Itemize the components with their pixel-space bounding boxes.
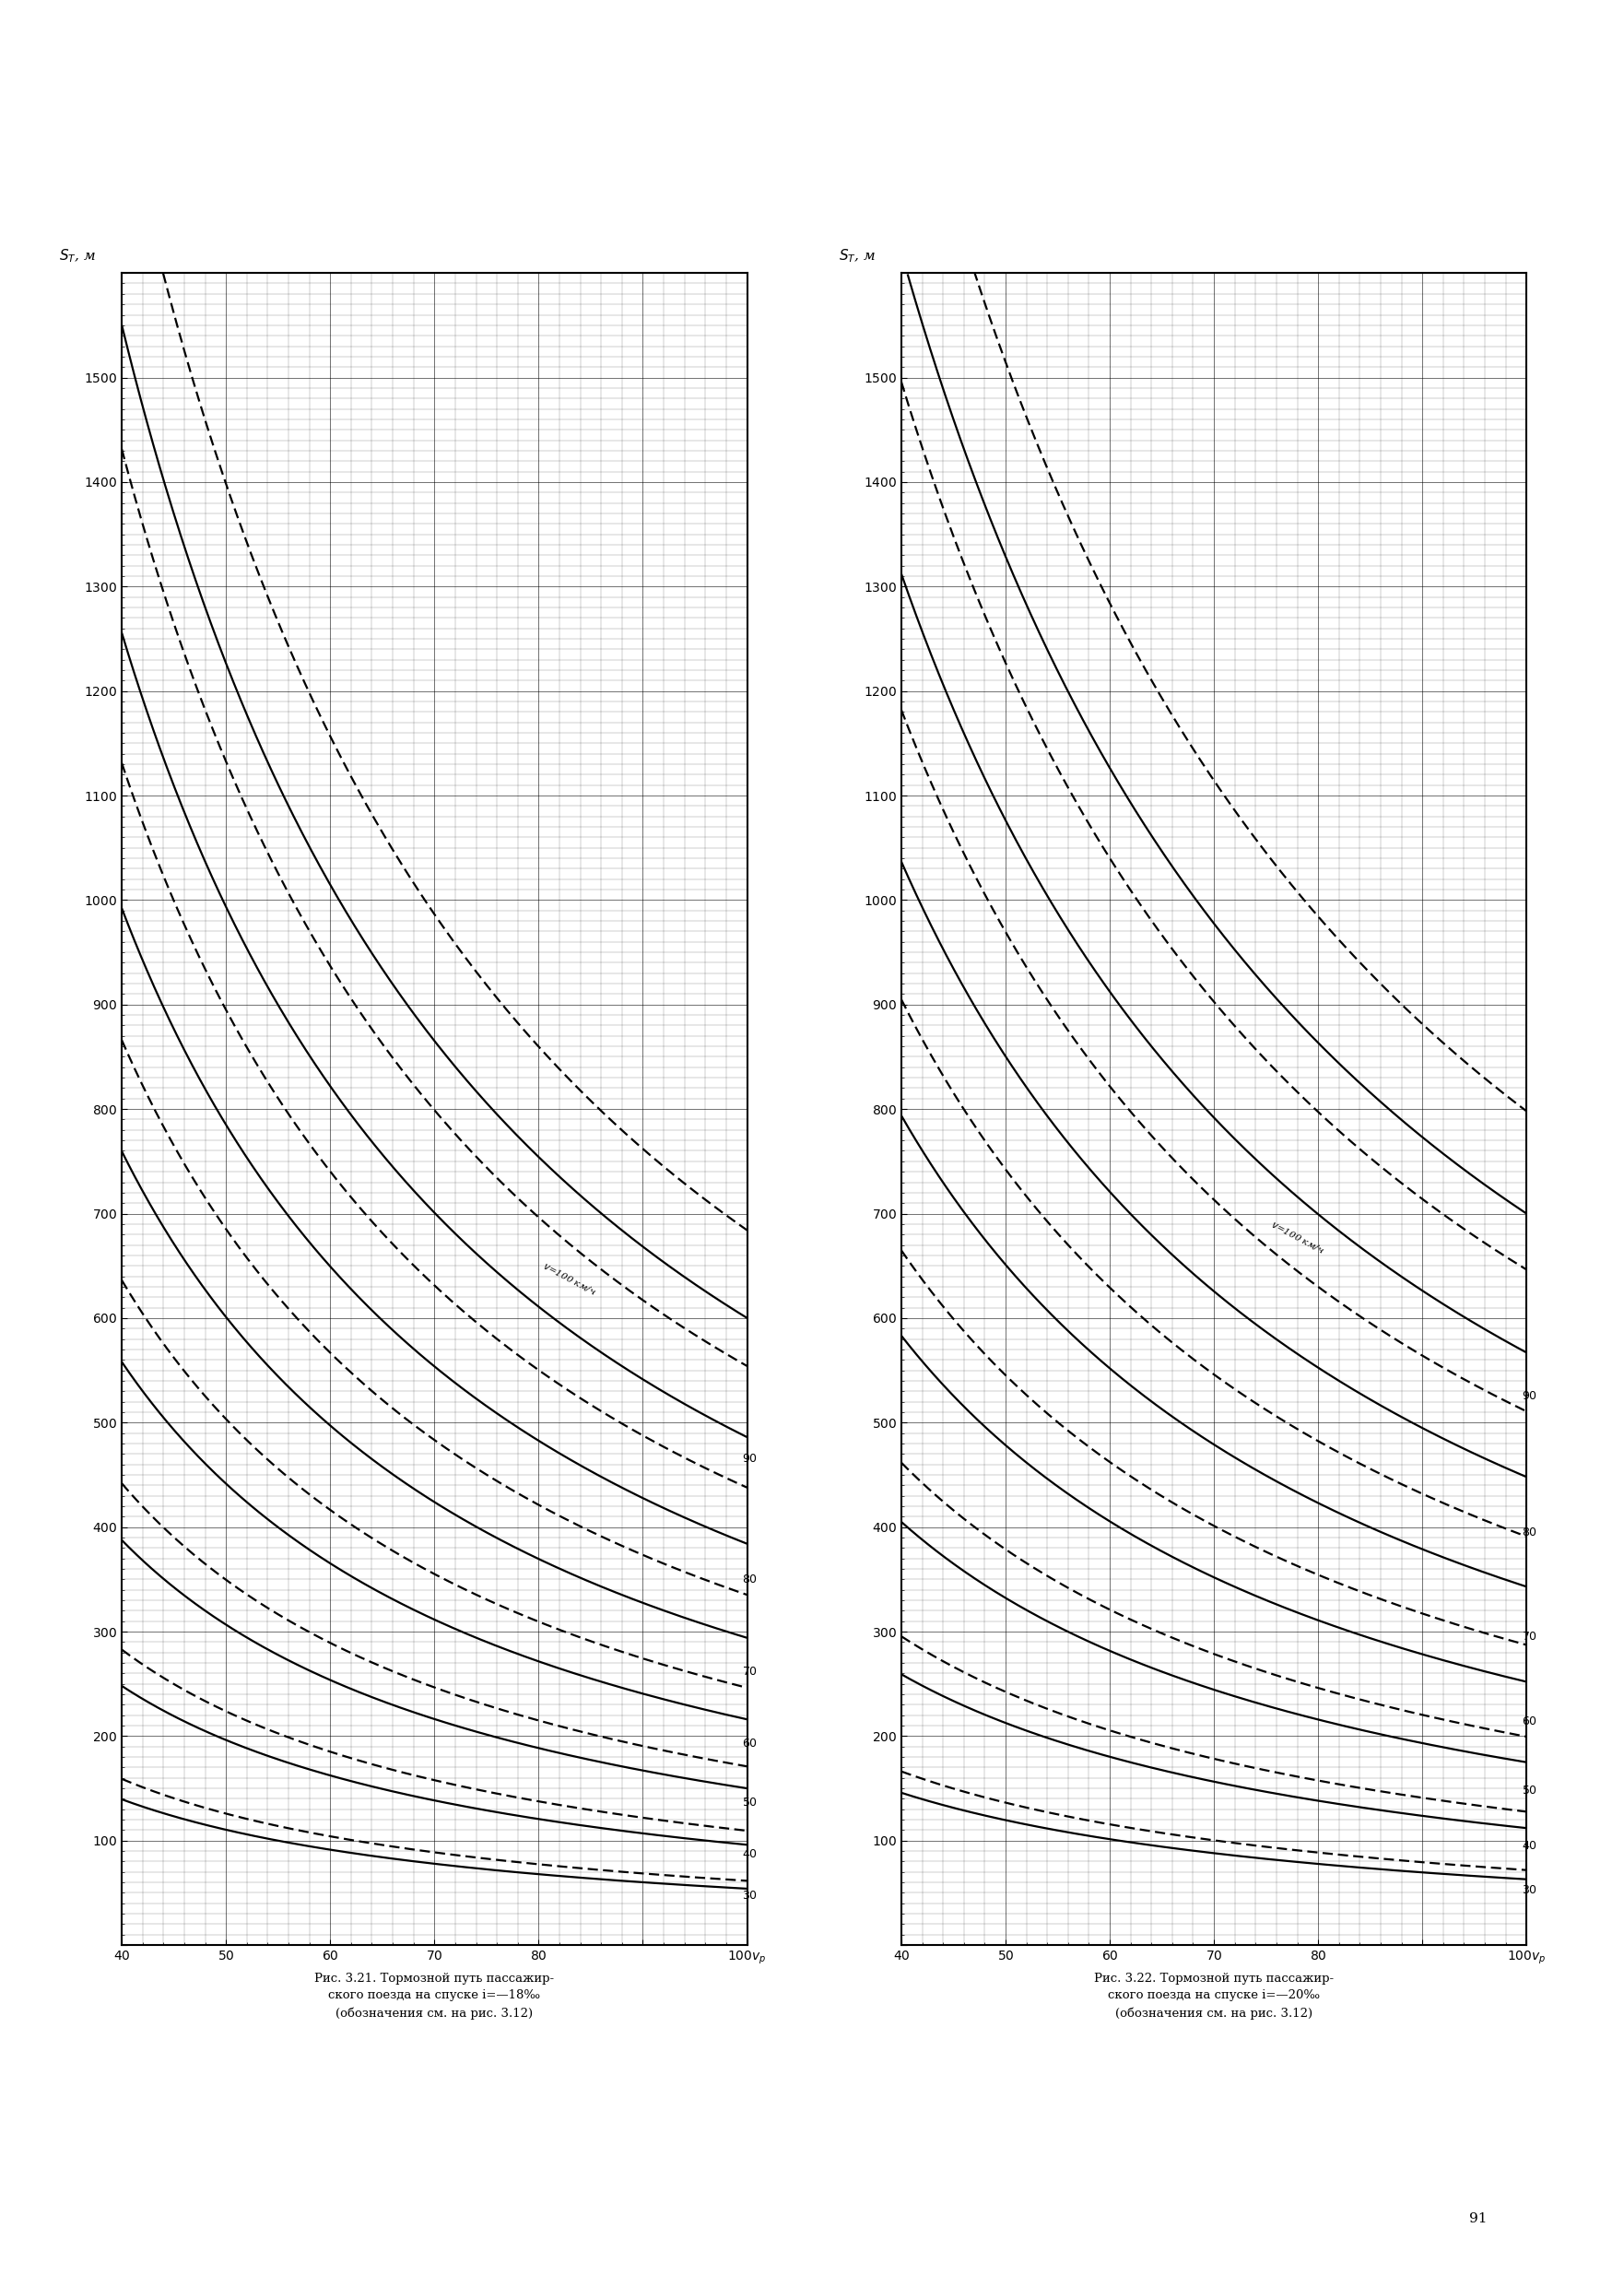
Text: $\mathit{S_T}$, м: $\mathit{S_T}$, м	[58, 248, 96, 264]
Text: $\mathit{60}$: $\mathit{60}$	[742, 1738, 757, 1749]
Text: $\mathit{S_T}$, м: $\mathit{S_T}$, м	[840, 248, 875, 264]
Text: $\mathit{90}$: $\mathit{90}$	[1522, 1390, 1536, 1401]
Text: $\mathit{50}$: $\mathit{50}$	[1522, 1784, 1536, 1797]
Text: $\mathit{80}$: $\mathit{80}$	[1522, 1527, 1536, 1538]
Text: Рис. 3.22. Тормозной путь пассажир-
ского поезда на спуске i=—20‰
(обозначения с: Рис. 3.22. Тормозной путь пассажир- ског…	[1095, 1972, 1333, 2020]
Text: $\mathit{30}$: $\mathit{30}$	[742, 1891, 757, 1902]
Text: $\mathit{70}$: $\mathit{70}$	[1522, 1631, 1536, 1643]
Text: $\mathit{30}$: $\mathit{30}$	[1522, 1884, 1536, 1895]
Text: $\mathit{90}$: $\mathit{90}$	[742, 1454, 757, 1465]
Text: Рис. 3.21. Тормозной путь пассажир-
ского поезда на спуске i=—18‰
(обозначения с: Рис. 3.21. Тормозной путь пассажир- ског…	[315, 1972, 554, 2020]
Text: $\mathit{40}$: $\mathit{40}$	[1522, 1840, 1536, 1852]
Text: $\mathit{60}$: $\mathit{60}$	[1522, 1715, 1536, 1727]
Text: $\mathit{70}$: $\mathit{70}$	[742, 1665, 757, 1677]
Text: $\mathit{50}$: $\mathit{50}$	[742, 1797, 757, 1809]
Text: 91: 91	[1468, 2211, 1488, 2225]
Text: $\mathit{40}$: $\mathit{40}$	[742, 1847, 757, 1861]
Text: $\mathit{v}$=100 км/ч: $\mathit{v}$=100 км/ч	[1268, 1219, 1325, 1256]
Text: $\mathit{80}$: $\mathit{80}$	[742, 1574, 757, 1586]
Text: $\mathit{v}$=100 км/ч: $\mathit{v}$=100 км/ч	[541, 1260, 598, 1297]
